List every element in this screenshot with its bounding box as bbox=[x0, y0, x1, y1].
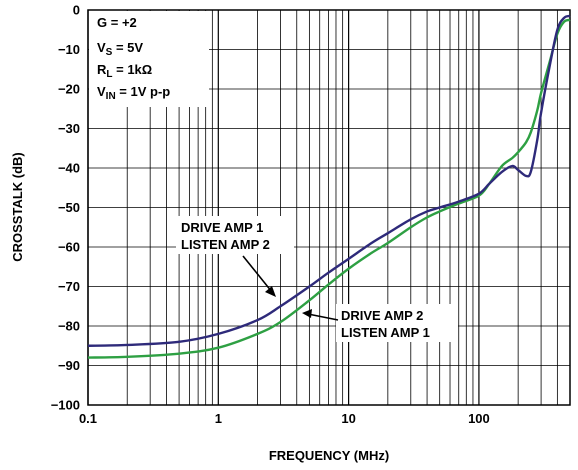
y-axis-label: CROSSTALK (dB) bbox=[10, 152, 25, 262]
x-tick-label: 100 bbox=[468, 411, 490, 426]
series-line-2 bbox=[87, 18, 571, 359]
condition-supply: VS = 5V bbox=[97, 40, 143, 58]
annotation-2-line-1: DRIVE AMP 2 bbox=[341, 308, 423, 323]
y-tick-label: −30 bbox=[58, 121, 80, 136]
y-tick-label: −90 bbox=[58, 358, 80, 373]
condition-input: VIN = 1V p-p bbox=[97, 84, 170, 102]
condition-gain: G = +2 bbox=[97, 15, 137, 30]
annotation-1-line-2: LISTEN AMP 2 bbox=[181, 237, 270, 252]
y-tick-label: −80 bbox=[58, 319, 80, 334]
annotation-1-box bbox=[176, 216, 294, 254]
y-tick-label: −100 bbox=[51, 398, 80, 413]
x-tick-label: 10 bbox=[341, 411, 355, 426]
y-tick-label: −10 bbox=[58, 42, 80, 57]
y-tick-label: −20 bbox=[58, 82, 80, 97]
y-tick-label: −50 bbox=[58, 200, 80, 215]
x-tick-label: 0.1 bbox=[79, 411, 97, 426]
y-tick-label: −60 bbox=[58, 240, 80, 255]
annotation-1-arrow bbox=[242, 255, 276, 297]
x-tick-labels: 0.1 1 10 100 bbox=[79, 411, 490, 426]
series-lines bbox=[87, 14, 571, 359]
annotation-2-line-2: LISTEN AMP 1 bbox=[341, 325, 430, 340]
plot-frame bbox=[87, 9, 571, 406]
y-tick-label: 0 bbox=[73, 3, 80, 18]
annotation-1-line-1: DRIVE AMP 1 bbox=[181, 220, 263, 235]
conditions-box bbox=[89, 11, 209, 107]
series-line-1 bbox=[87, 14, 571, 347]
y-tick-label: −40 bbox=[58, 161, 80, 176]
condition-load: RL = 1kΩ bbox=[97, 62, 152, 80]
y-tick-labels: 0 −10 −20 −30 −40 −50 −60 −70 −80 −90 −100 bbox=[51, 3, 80, 413]
x-axis-label: FREQUENCY (MHz) bbox=[269, 448, 389, 463]
annotation-2-box bbox=[336, 304, 458, 342]
x-tick-label: 1 bbox=[215, 411, 222, 426]
annotation-2-arrow bbox=[302, 309, 339, 321]
y-tick-label: −70 bbox=[58, 279, 80, 294]
